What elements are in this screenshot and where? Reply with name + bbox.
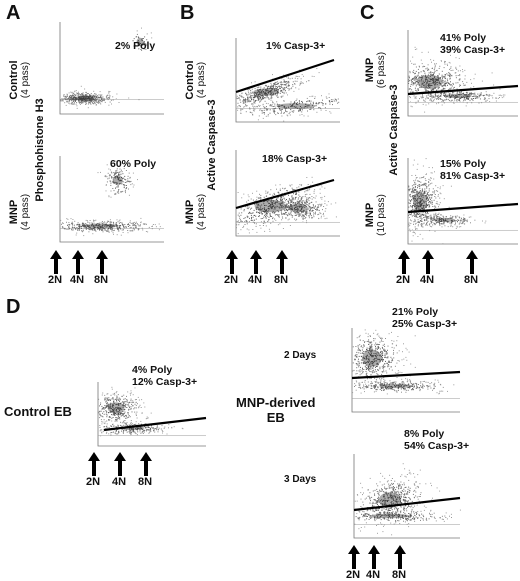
population-core xyxy=(253,89,278,96)
up-arrow-icon xyxy=(50,250,62,276)
ploidy-label: 8N xyxy=(464,274,478,286)
population-core xyxy=(417,75,442,89)
up-arrow-icon xyxy=(394,545,406,571)
up-arrow-icon xyxy=(226,250,238,276)
ploidy-label: 2N xyxy=(396,274,410,286)
population-core xyxy=(276,103,315,109)
population-core xyxy=(108,402,125,413)
panel-letter-a: A xyxy=(6,2,20,25)
panel-d-day2-plot xyxy=(348,328,464,420)
up-arrow-icon xyxy=(398,250,410,276)
panel-b-bottom-annotation: 18% Casp-3+ xyxy=(262,153,327,165)
panel-d-day2-plot-svg xyxy=(348,328,464,420)
panel-d-control-plot xyxy=(94,382,210,454)
panel-a-bottom-plot-svg xyxy=(56,156,168,250)
event-cloud xyxy=(352,329,454,394)
population-core xyxy=(413,192,427,212)
panel-a-top-plot xyxy=(56,22,168,122)
population-core xyxy=(82,224,118,228)
population-core xyxy=(74,96,94,100)
gate-line xyxy=(236,60,334,92)
ploidy-label: 4N xyxy=(248,274,262,286)
ploidy-label: 2N xyxy=(224,274,238,286)
population-core xyxy=(362,350,382,367)
panel-letter-c: C xyxy=(360,2,374,25)
axis-frame xyxy=(354,454,460,538)
event-cloud xyxy=(408,47,505,113)
up-arrow-icon xyxy=(88,452,100,478)
ploidy-label: 4N xyxy=(366,569,380,581)
panel-a-row1-label: Control(4 pass) xyxy=(8,30,32,130)
panel-d-control-plot-svg xyxy=(94,382,210,454)
panel-a-top-plot-svg xyxy=(56,22,168,122)
panel-a-axis-label: Phosphohistone H3 xyxy=(34,90,46,210)
ploidy-label: 8N xyxy=(274,274,288,286)
panel-a-row2-label: MNP(4 pass) xyxy=(8,172,32,252)
gate-line xyxy=(236,180,334,208)
gate-line xyxy=(354,498,460,510)
event-cloud xyxy=(236,177,337,234)
panel-d-day3-plot xyxy=(350,454,464,546)
gate-line xyxy=(352,372,460,378)
panel-a-bottom-annotation: 60% Poly xyxy=(110,158,156,170)
up-arrow-icon xyxy=(276,250,288,276)
population-core xyxy=(288,204,308,212)
panel-a-top-annotation: 2% Poly xyxy=(115,40,155,52)
up-arrow-icon xyxy=(466,250,478,276)
event-cloud xyxy=(60,161,161,237)
ploidy-label: 8N xyxy=(392,569,406,581)
panel-b-row1-label: Control(4 pass) xyxy=(184,30,208,130)
population-core xyxy=(444,94,472,98)
panel-d-day3-label: 3 Days xyxy=(284,474,316,485)
panel-a-bottom-plot xyxy=(56,156,168,250)
panel-d-control-label: Control EB xyxy=(4,404,72,419)
up-arrow-icon xyxy=(348,545,360,571)
up-arrow-icon xyxy=(422,250,434,276)
panel-b-axis-label: Active Caspase-3 xyxy=(206,90,218,200)
ploidy-label: 4N xyxy=(112,476,126,488)
panel-b-row2-label: MNP(4 pass) xyxy=(184,172,208,252)
panel-letter-b: B xyxy=(180,2,194,25)
ploidy-label: 2N xyxy=(346,569,360,581)
up-arrow-icon xyxy=(96,250,108,276)
ploidy-label: 2N xyxy=(48,274,62,286)
population-core xyxy=(433,218,455,222)
panel-c-row2-label: MNP(10 pass) xyxy=(364,170,388,260)
panel-c-axis-label: Active Caspase-3 xyxy=(388,75,400,185)
ploidy-label: 4N xyxy=(70,274,84,286)
panel-b-top-annotation: 1% Casp-3+ xyxy=(266,40,325,52)
panel-d-day2-label: 2 Days xyxy=(284,350,316,361)
up-arrow-icon xyxy=(72,250,84,276)
population-core xyxy=(113,175,123,185)
ploidy-label: 2N xyxy=(86,476,100,488)
ploidy-label: 8N xyxy=(138,476,152,488)
up-arrow-icon xyxy=(250,250,262,276)
ploidy-label: 4N xyxy=(420,274,434,286)
up-arrow-icon xyxy=(114,452,126,478)
up-arrow-icon xyxy=(140,452,152,478)
population-core xyxy=(379,384,413,388)
panel-d-day3-plot-svg xyxy=(350,454,464,546)
up-arrow-icon xyxy=(368,545,380,571)
ploidy-label: 8N xyxy=(94,274,108,286)
panel-c-row1-label: MNP(6 pass) xyxy=(364,30,388,110)
panel-letter-d: D xyxy=(6,296,20,319)
population-core xyxy=(369,514,411,518)
